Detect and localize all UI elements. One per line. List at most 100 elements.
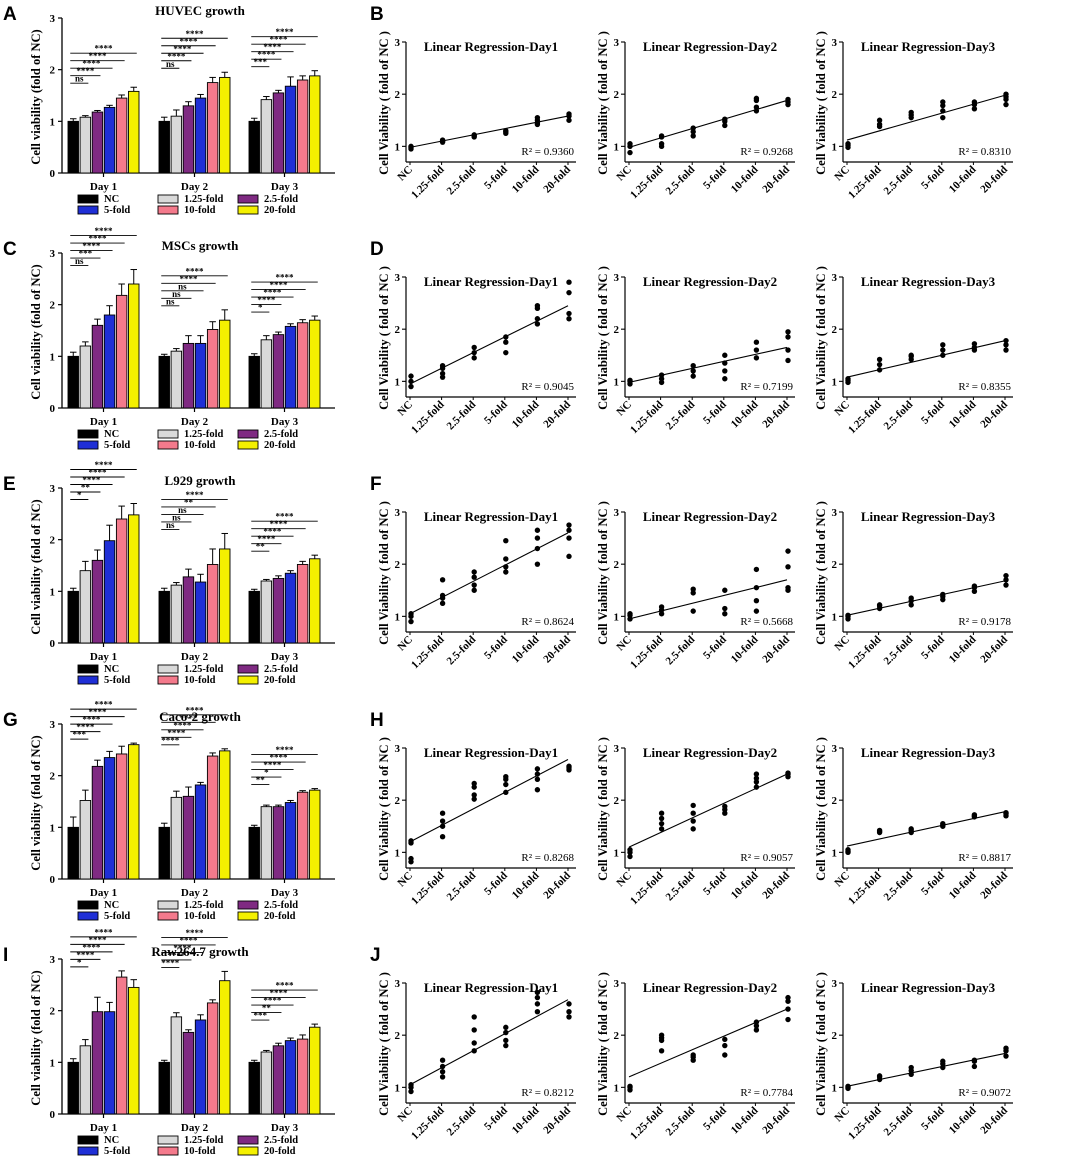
bar-10-fold <box>206 755 219 880</box>
day-label: Day 3 <box>271 887 299 899</box>
regression-line <box>628 579 788 620</box>
significance-label: **** <box>179 935 198 945</box>
data-point <box>566 553 572 560</box>
x-tick-label: NC <box>832 1105 852 1125</box>
regression-plot-day1: Linear Regression-Day1 1 2 3 Cell Viability … <box>377 972 576 1142</box>
data-point <box>753 347 760 353</box>
data-point <box>690 1052 696 1058</box>
y-axis-label: Cell Viability ( fold of NC ) <box>377 737 391 881</box>
y-tick-label: 3 <box>395 272 401 284</box>
day-label: Day 3 <box>271 181 299 193</box>
bar-NC <box>248 355 260 409</box>
day-label: Day 1 <box>90 416 117 428</box>
y-tick-label: 3 <box>50 248 56 260</box>
data-point <box>690 586 696 592</box>
data-point <box>566 527 572 533</box>
data-point <box>627 1083 633 1090</box>
bar-2.5-fold <box>91 111 104 174</box>
bar-20-fold <box>309 558 321 644</box>
bar-1.25-fold <box>79 800 92 880</box>
chart-title: MSCs growth <box>162 238 239 253</box>
y-axis-label: Cell Viability ( fold of NC ) <box>377 972 391 1116</box>
r-squared-label: R² = 0.9360 <box>521 146 574 158</box>
day-label: Day 2 <box>181 651 209 663</box>
bar-1.25-fold <box>170 796 183 880</box>
y-tick-label: 3 <box>614 743 620 755</box>
x-tick-label: 20-fold <box>978 634 1010 666</box>
y-tick-label: 1 <box>614 141 620 153</box>
data-point <box>876 1073 883 1079</box>
y-tick-label: 2 <box>50 1006 56 1018</box>
data-point <box>503 556 509 562</box>
data-point <box>439 370 446 377</box>
bar-1.25-fold <box>79 1045 92 1115</box>
data-point <box>690 810 696 816</box>
x-tick-label: 10-fold <box>947 399 979 431</box>
y-tick-label: 2 <box>832 795 838 807</box>
data-point <box>908 826 914 832</box>
legend-swatch <box>77 911 99 921</box>
plot-title: Linear Regression-Day1 <box>424 980 558 995</box>
data-point <box>471 780 477 787</box>
r-squared-label: R² = 0.7784 <box>740 1087 793 1099</box>
data-point <box>503 1042 509 1049</box>
bar-5-fold <box>194 97 207 174</box>
data-point <box>785 1016 791 1023</box>
significance-label: **** <box>263 996 282 1006</box>
y-tick-label: 2 <box>50 771 56 783</box>
x-tick-label: 5-fold <box>919 164 947 192</box>
bar-NC <box>248 120 260 174</box>
legend-swatch <box>77 675 99 685</box>
significance-label: ns <box>178 505 187 515</box>
data-point <box>940 114 946 121</box>
data-point <box>566 1008 572 1015</box>
data-point <box>658 826 665 832</box>
data-point <box>722 122 728 129</box>
y-tick-label: 0 <box>50 638 56 650</box>
y-tick-label: 2 <box>50 300 56 312</box>
data-point <box>785 347 791 353</box>
bar-2.5-fold <box>182 795 195 880</box>
bar-1.25-fold <box>260 580 273 644</box>
significance-label: * <box>77 957 82 967</box>
bar-5-fold <box>194 784 207 880</box>
data-point <box>439 810 446 816</box>
data-point <box>908 1064 914 1071</box>
panel-letter: F <box>370 474 382 495</box>
data-point <box>408 1088 414 1095</box>
bar-20-fold <box>309 789 321 880</box>
regression-line <box>628 346 788 383</box>
bar-NC <box>158 590 170 644</box>
regression-plot-day2: Linear Regression-Day2 1 2 3 Cell Viability … <box>596 501 795 671</box>
x-tick-label: NC <box>614 634 634 654</box>
legend-label: NC <box>104 664 119 675</box>
x-tick-label: 2.5-fold <box>445 634 479 668</box>
panel-letter: B <box>370 4 384 25</box>
data-point <box>753 775 760 781</box>
y-tick-label: 3 <box>614 507 620 519</box>
data-point <box>971 341 978 347</box>
x-tick-label: 1.25-fold <box>846 164 884 202</box>
x-tick-label: 5-fold <box>482 634 510 662</box>
bar-10-fold <box>115 518 128 644</box>
significance-label: **** <box>276 27 295 37</box>
significance-label: **** <box>186 490 205 500</box>
bar-2.5-fold <box>182 1031 195 1115</box>
y-tick-label: 2 <box>50 65 56 77</box>
significance-label: ns <box>166 59 175 69</box>
data-point <box>690 818 696 824</box>
y-tick-label: 3 <box>395 37 401 49</box>
x-tick-label: 5-fold <box>482 1105 510 1133</box>
data-point <box>503 781 509 788</box>
data-point <box>566 763 572 769</box>
x-tick-label: 5-fold <box>919 399 947 427</box>
bar-1.25-fold <box>170 1016 183 1115</box>
data-point <box>627 149 633 156</box>
data-point <box>471 574 477 580</box>
bar-2.5-fold <box>272 92 285 174</box>
bar-5-fold <box>103 1011 116 1115</box>
y-tick-label: 2 <box>395 795 401 807</box>
bar-5-fold <box>103 106 116 174</box>
panel-letter: I <box>3 945 8 966</box>
y-tick-label: 1 <box>832 141 838 153</box>
